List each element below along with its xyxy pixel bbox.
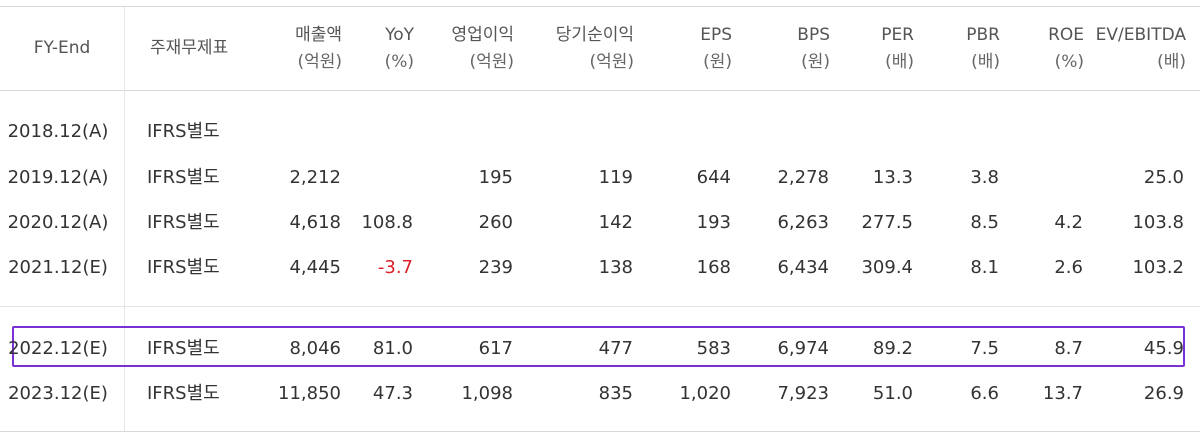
cell-eps: 583 bbox=[696, 338, 731, 359]
cell-bps: 6,974 bbox=[777, 338, 829, 359]
cell-roe: 4.2 bbox=[1054, 212, 1083, 233]
cell-per: 13.3 bbox=[872, 167, 913, 188]
cell-net-income: 477 bbox=[598, 338, 633, 359]
cell-ev-ebitda: 103.2 bbox=[1132, 257, 1184, 278]
cell-net-income: 138 bbox=[598, 257, 633, 278]
column-divider bbox=[124, 7, 125, 432]
actual-estimate-separator bbox=[0, 306, 1200, 307]
header-bottom-border bbox=[0, 90, 1200, 91]
header-ev-ebitda: EV/EBITDA (배) bbox=[1095, 25, 1186, 72]
header-pbr: PBR (배) bbox=[966, 25, 1000, 72]
table-row-statement: IFRS별도 bbox=[147, 212, 220, 233]
header-yoy: YoY (%) bbox=[384, 25, 414, 72]
header-bps: BPS (원) bbox=[797, 25, 830, 72]
cell-net-income: 835 bbox=[598, 383, 633, 404]
cell-operating-profit: 195 bbox=[478, 167, 513, 188]
cell-yoy-negative: -3.7 bbox=[377, 257, 413, 278]
cell-net-income: 142 bbox=[598, 212, 633, 233]
cell-operating-profit: 617 bbox=[478, 338, 513, 359]
cell-ev-ebitda: 25.0 bbox=[1143, 167, 1184, 188]
cell-per: 277.5 bbox=[861, 212, 913, 233]
cell-ev-ebitda: 26.9 bbox=[1143, 383, 1184, 404]
cell-bps: 6,263 bbox=[777, 212, 829, 233]
cell-net-income: 119 bbox=[598, 167, 633, 188]
cell-operating-profit: 1,098 bbox=[461, 383, 513, 404]
cell-bps: 7,923 bbox=[777, 383, 829, 404]
cell-yoy bbox=[350, 167, 413, 189]
table-row-fy: 2023.12(E) bbox=[8, 383, 108, 404]
header-roe: ROE (%) bbox=[1048, 25, 1084, 72]
header-main-statement: 주재무제표 bbox=[150, 38, 229, 58]
cell-ev-ebitda: 45.9 bbox=[1143, 338, 1184, 359]
cell-operating-profit: 239 bbox=[478, 257, 513, 278]
header-eps: EPS (원) bbox=[700, 25, 732, 72]
cell-bps: 6,434 bbox=[777, 257, 829, 278]
table-row-fy: 2021.12(E) bbox=[8, 257, 108, 278]
cell-per: 309.4 bbox=[861, 257, 913, 278]
cell-ev-ebitda: 103.8 bbox=[1132, 212, 1184, 233]
cell-roe: 2.6 bbox=[1054, 257, 1083, 278]
table-top-border bbox=[0, 6, 1200, 7]
cell-pbr: 7.5 bbox=[970, 338, 999, 359]
cell-sales: 4,618 bbox=[289, 212, 341, 233]
table-row-fy: 2018.12(A) bbox=[7, 121, 109, 142]
table-row-statement: IFRS별도 bbox=[147, 121, 220, 142]
header-sales: 매출액 (억원) bbox=[295, 25, 342, 72]
header-net-income: 당기순이익 (억원) bbox=[555, 25, 634, 72]
cell-eps: 168 bbox=[696, 257, 731, 278]
cell-pbr: 8.1 bbox=[970, 257, 999, 278]
cell-yoy: 108.8 bbox=[361, 212, 413, 233]
cell-sales: 4,445 bbox=[289, 257, 341, 278]
header-per: PER (배) bbox=[881, 25, 914, 72]
cell-bps: 2,278 bbox=[777, 167, 829, 188]
header-operating-profit: 영업이익 (억원) bbox=[451, 25, 514, 72]
table-row-statement: IFRS별도 bbox=[147, 383, 220, 404]
cell-eps: 644 bbox=[696, 167, 731, 188]
cell-sales: 2,212 bbox=[289, 167, 341, 188]
table-bottom-border bbox=[0, 431, 1200, 432]
cell-sales: 8,046 bbox=[289, 338, 341, 359]
table-row-fy: 2020.12(A) bbox=[7, 212, 109, 233]
header-fy-end: FY-End bbox=[33, 38, 91, 58]
table-row-fy: 2022.12(E) bbox=[8, 338, 108, 359]
cell-per: 89.2 bbox=[872, 338, 913, 359]
table-row-fy: 2019.12(A) bbox=[7, 167, 109, 188]
cell-pbr: 6.6 bbox=[970, 383, 999, 404]
cell-eps: 193 bbox=[696, 212, 731, 233]
cell-roe bbox=[1010, 167, 1083, 189]
cell-per: 51.0 bbox=[872, 383, 913, 404]
table-row-statement: IFRS별도 bbox=[147, 257, 220, 278]
table-row-statement: IFRS별도 bbox=[147, 338, 220, 359]
table-row-statement: IFRS별도 bbox=[147, 167, 220, 188]
cell-roe: 13.7 bbox=[1042, 383, 1083, 404]
cell-pbr: 8.5 bbox=[970, 212, 999, 233]
cell-eps: 1,020 bbox=[679, 383, 731, 404]
cell-sales: 11,850 bbox=[278, 383, 341, 404]
cell-yoy: 47.3 bbox=[372, 383, 413, 404]
cell-operating-profit: 260 bbox=[478, 212, 513, 233]
cell-yoy: 81.0 bbox=[372, 338, 413, 359]
highlight-box-2022 bbox=[12, 326, 1185, 367]
cell-roe: 8.7 bbox=[1054, 338, 1083, 359]
cell-pbr: 3.8 bbox=[970, 167, 999, 188]
